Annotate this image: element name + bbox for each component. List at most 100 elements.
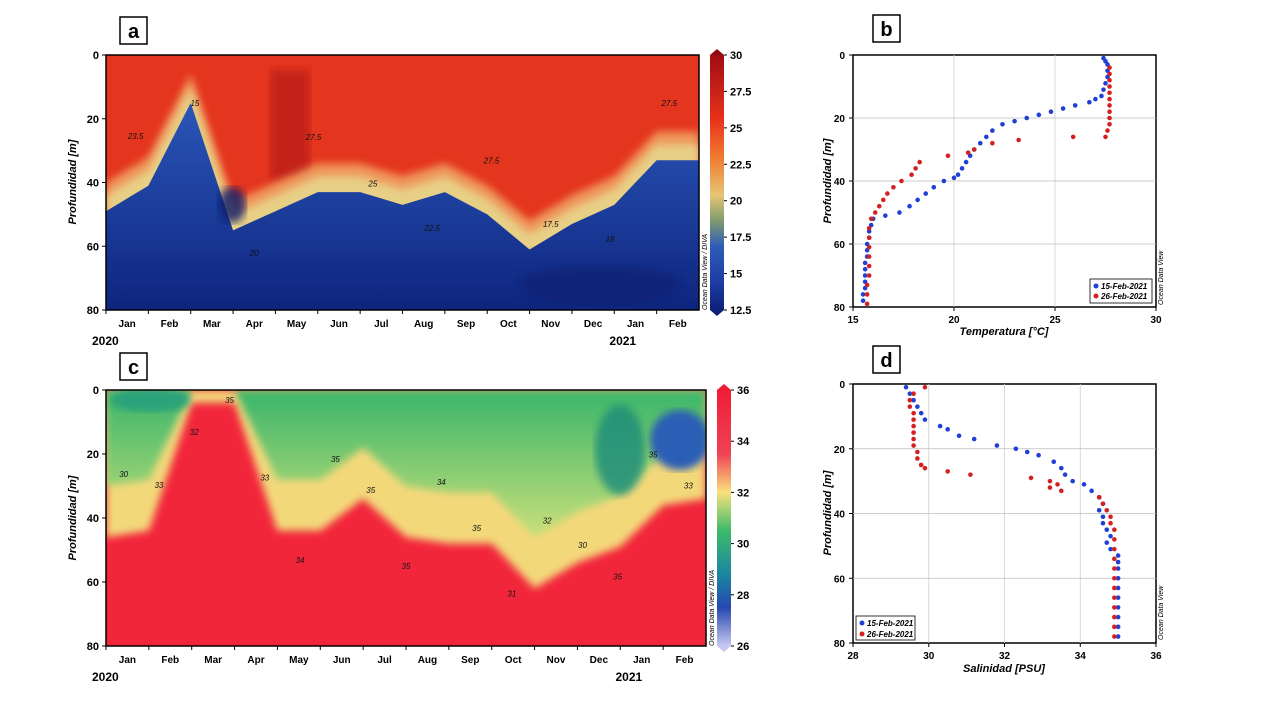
panel-c: 0 20 40 60 80 Jan Feb Mar Apr May Jun Jul Aug Sep Oct N…: [67, 352, 750, 684]
profile-point: [922, 384, 928, 390]
profile-point: [918, 410, 924, 416]
profile-point: [1108, 546, 1113, 552]
profile-point: [866, 273, 872, 278]
profile-point: [860, 298, 866, 304]
xtick-label: 32: [999, 651, 1011, 662]
profile-point: [1107, 103, 1112, 108]
colorbar-tick-label: 15: [730, 269, 742, 281]
contour-label: 25: [367, 179, 377, 188]
profile-point: [1096, 495, 1102, 500]
panel-d-label-box: [872, 345, 901, 374]
profile-point: [868, 216, 874, 222]
profile-point: [945, 469, 950, 474]
profile-point: [862, 260, 868, 266]
ytick-label: 80: [87, 641, 99, 653]
panel-d: 28 30 32 34 36 0 20 40 60 80 Salinidad [PSU] Prof…: [822, 345, 1165, 675]
xtick-label: Nov: [541, 319, 560, 330]
ytick-label: 20: [834, 114, 846, 125]
profile-point: [885, 191, 890, 196]
profile-point: [866, 263, 872, 269]
profile-point: [1012, 118, 1017, 124]
panel-b: 15 20 25 30 0 20 40 60 80 Temperatura [°C] Profu…: [822, 14, 1165, 338]
profile-point: [864, 301, 870, 307]
year-label: 2021: [616, 670, 643, 684]
ytick-label: 80: [87, 305, 99, 317]
profile-point: [951, 175, 957, 181]
profile-point: [913, 166, 918, 171]
xtick-label: 28: [847, 651, 859, 662]
ytick-label: 60: [87, 577, 99, 589]
xtick-label: Feb: [676, 655, 694, 666]
panel-b-label-box: [872, 14, 901, 43]
profile-point: [922, 465, 928, 471]
profile-point: [1100, 514, 1106, 520]
xtick-label: Jan: [633, 655, 650, 666]
ytick-label: 20: [87, 449, 99, 461]
profile-point: [1101, 87, 1106, 92]
xtick-label: Nov: [547, 655, 566, 666]
profile-point: [876, 203, 882, 209]
profile-point: [1112, 624, 1117, 630]
panel-a: 0 20 40 60 80 Jan Feb Mar Apr May Jun Jul Aug Sep Oct N…: [67, 16, 751, 348]
profile-point: [862, 273, 868, 278]
contour-label: 27.5: [483, 157, 500, 166]
legend-label-15feb: 15-Feb-2021: [867, 619, 914, 628]
contour-label: 17.5: [543, 220, 559, 229]
profile-point: [1107, 115, 1112, 121]
profile-point: [1099, 93, 1104, 99]
profile-point: [971, 436, 977, 442]
xtick-label: Feb: [669, 319, 687, 330]
colorbar-tick-label: 36: [737, 385, 749, 397]
contour-label: 35: [331, 455, 340, 464]
profile-point: [881, 197, 886, 203]
profile-point: [984, 134, 989, 140]
profile-point: [1104, 540, 1110, 545]
profile-point: [1112, 556, 1117, 562]
panel-c-ylabel: Profundidad [m]: [67, 475, 79, 560]
xtick-label: May: [289, 655, 309, 666]
profile-point: [1059, 488, 1064, 494]
xtick-label: Jul: [377, 655, 392, 666]
ytick-label: 80: [834, 303, 846, 314]
colorbar-tick-label: 12.5: [730, 305, 751, 317]
profile-point: [968, 472, 973, 477]
profile-point: [907, 397, 913, 403]
profile-point: [864, 292, 870, 297]
profile-point: [1087, 99, 1092, 105]
profile-point: [945, 153, 951, 159]
profile-point: [1112, 537, 1117, 542]
profile-point: [1115, 559, 1121, 565]
profile-point: [959, 166, 965, 171]
xtick-label: Sep: [461, 655, 479, 666]
panel-b-label: b: [880, 19, 892, 41]
profile-point: [899, 178, 904, 184]
profile-point: [917, 159, 922, 165]
contour-label: 27.5: [661, 99, 678, 108]
profile-point: [1105, 128, 1110, 133]
profile-point: [909, 172, 914, 177]
contour-label: 30: [578, 541, 587, 550]
contour-label: 30: [119, 470, 128, 479]
profile-point: [1096, 507, 1102, 513]
xtick-label: Jun: [330, 319, 348, 330]
colorbar-tick-label: 30: [730, 50, 742, 62]
profile-point: [1115, 605, 1121, 610]
xtick-label: Aug: [418, 655, 437, 666]
ytick-label: 80: [834, 639, 846, 650]
profile-point: [1115, 585, 1121, 591]
profile-point: [1055, 482, 1060, 487]
colorbar-tick-label: 32: [737, 487, 749, 499]
profile-point: [911, 443, 916, 448]
contour-label: 22.5: [423, 224, 440, 233]
colorbar-tick-label: 17.5: [730, 232, 751, 244]
colorbar-tick-label: 27.5: [730, 86, 751, 98]
profile-point: [1112, 585, 1117, 591]
xtick-label: Dec: [590, 655, 609, 666]
ytick-label: 40: [834, 177, 846, 188]
profile-point: [915, 404, 920, 409]
profile-point: [1048, 109, 1054, 114]
contour-label: 31: [507, 590, 516, 599]
contour-label: 35: [366, 486, 375, 495]
panel-c-colorbar: 36 34 32 30 28 26: [717, 384, 750, 653]
contour-label: 32: [543, 516, 552, 525]
